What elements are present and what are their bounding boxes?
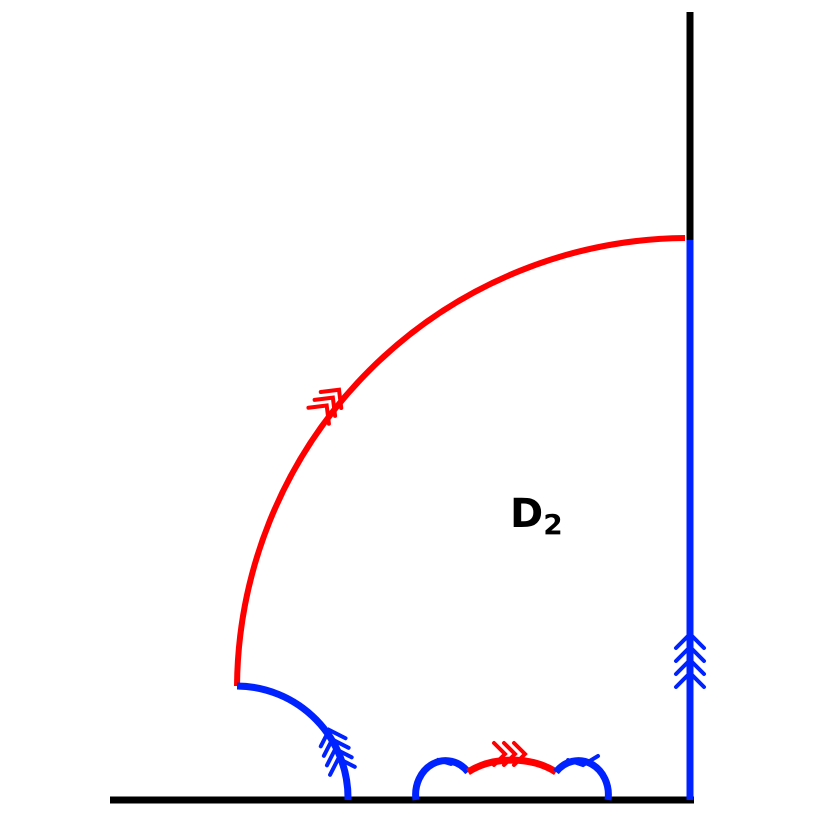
single-arrow-icon bbox=[426, 757, 453, 770]
single-arrow-icon bbox=[566, 754, 600, 768]
quadruple-arrow-icon bbox=[674, 631, 706, 689]
region-label: D2 bbox=[510, 491, 563, 541]
quadruple-arrow-icon bbox=[318, 727, 357, 777]
region-label-letter: D bbox=[510, 491, 543, 537]
blue-small-arc-right bbox=[553, 757, 612, 801]
triple-arrow-icon bbox=[492, 741, 528, 767]
region-label-subscript: 2 bbox=[543, 508, 562, 541]
triple-arrow-icon bbox=[306, 387, 344, 426]
blue-small-arc-left bbox=[412, 757, 471, 801]
red-outer-arc bbox=[234, 235, 686, 687]
red-small-arc-middle bbox=[466, 756, 558, 775]
blue-left-arc bbox=[236, 682, 352, 801]
